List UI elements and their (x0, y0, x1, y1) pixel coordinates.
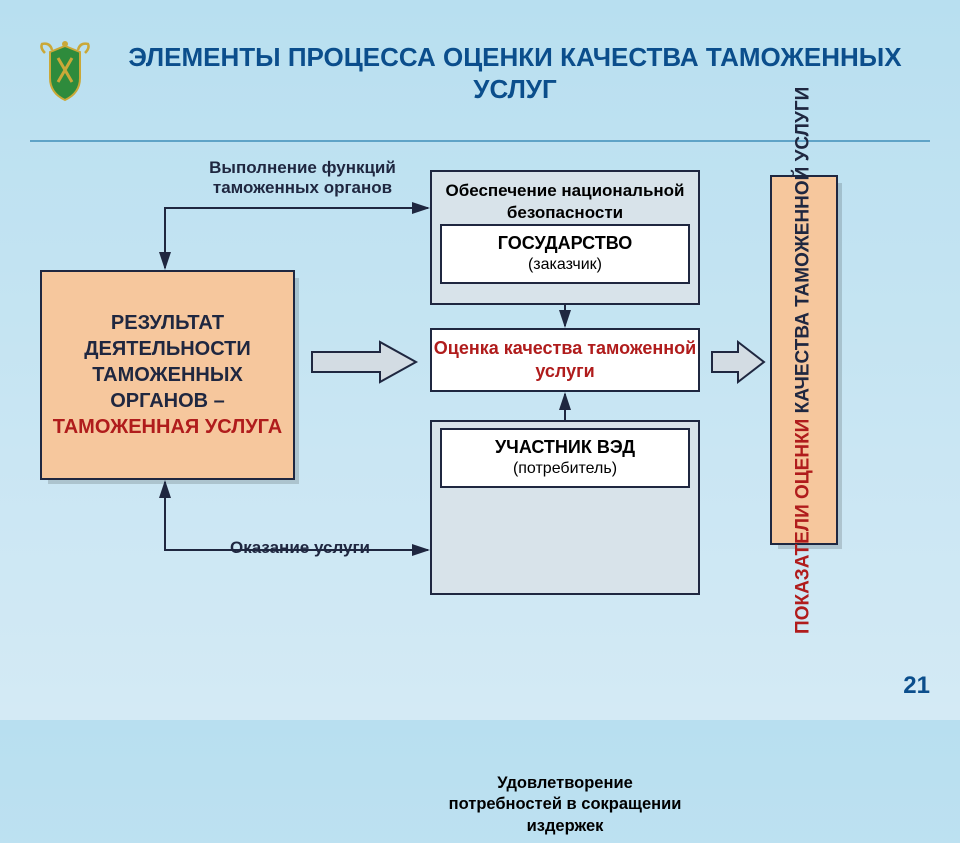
box-indicators: ПОКАЗАТЕЛИ ОЦЕНКИ КАЧЕСТВА ТАМОЖЕННОЙ УС… (770, 175, 838, 545)
box-center: Оценка качества таможенной услуги (430, 328, 700, 392)
bottom-group-label: Удовлетворение потребностей в сокращении… (432, 767, 698, 843)
indicators-l1: ПОКАЗАТЕЛИ ОЦЕНКИ (793, 418, 814, 633)
participant-line1: УЧАСТНИК ВЭД (495, 436, 635, 459)
label-bottom-path: Оказание услуги (200, 538, 400, 558)
arrow-center-right (710, 340, 768, 384)
state-line2: (заказчик) (528, 255, 602, 276)
participant-line2: (потребитель) (513, 459, 617, 480)
box-participant: УЧАСТНИК ВЭД (потребитель) (440, 428, 690, 488)
diagram-canvas: Выполнение функций таможенных органов Ок… (0, 150, 960, 690)
indicators-l2: КАЧЕСТВА ТАМОЖЕННОЙ УСЛУГИ (793, 86, 814, 418)
box-result: РЕЗУЛЬТАТ ДЕЯТЕЛЬНОСТИ ТАМОЖЕННЫХ ОРГАНО… (40, 270, 295, 480)
box-result-line1: РЕЗУЛЬТАТ ДЕЯТЕЛЬНОСТИ ТАМОЖЕННЫХ ОРГАНО… (52, 310, 283, 414)
label-top-path: Выполнение функций таможенных органов (185, 158, 420, 198)
box-result-line2: ТАМОЖЕННАЯ УСЛУГА (53, 414, 282, 440)
state-line1: ГОСУДАРСТВО (498, 232, 633, 255)
emblem-logo (30, 38, 100, 108)
arrow-left-center (310, 340, 420, 384)
box-state: ГОСУДАРСТВО (заказчик) (440, 224, 690, 284)
slide-number: 21 (903, 672, 930, 700)
